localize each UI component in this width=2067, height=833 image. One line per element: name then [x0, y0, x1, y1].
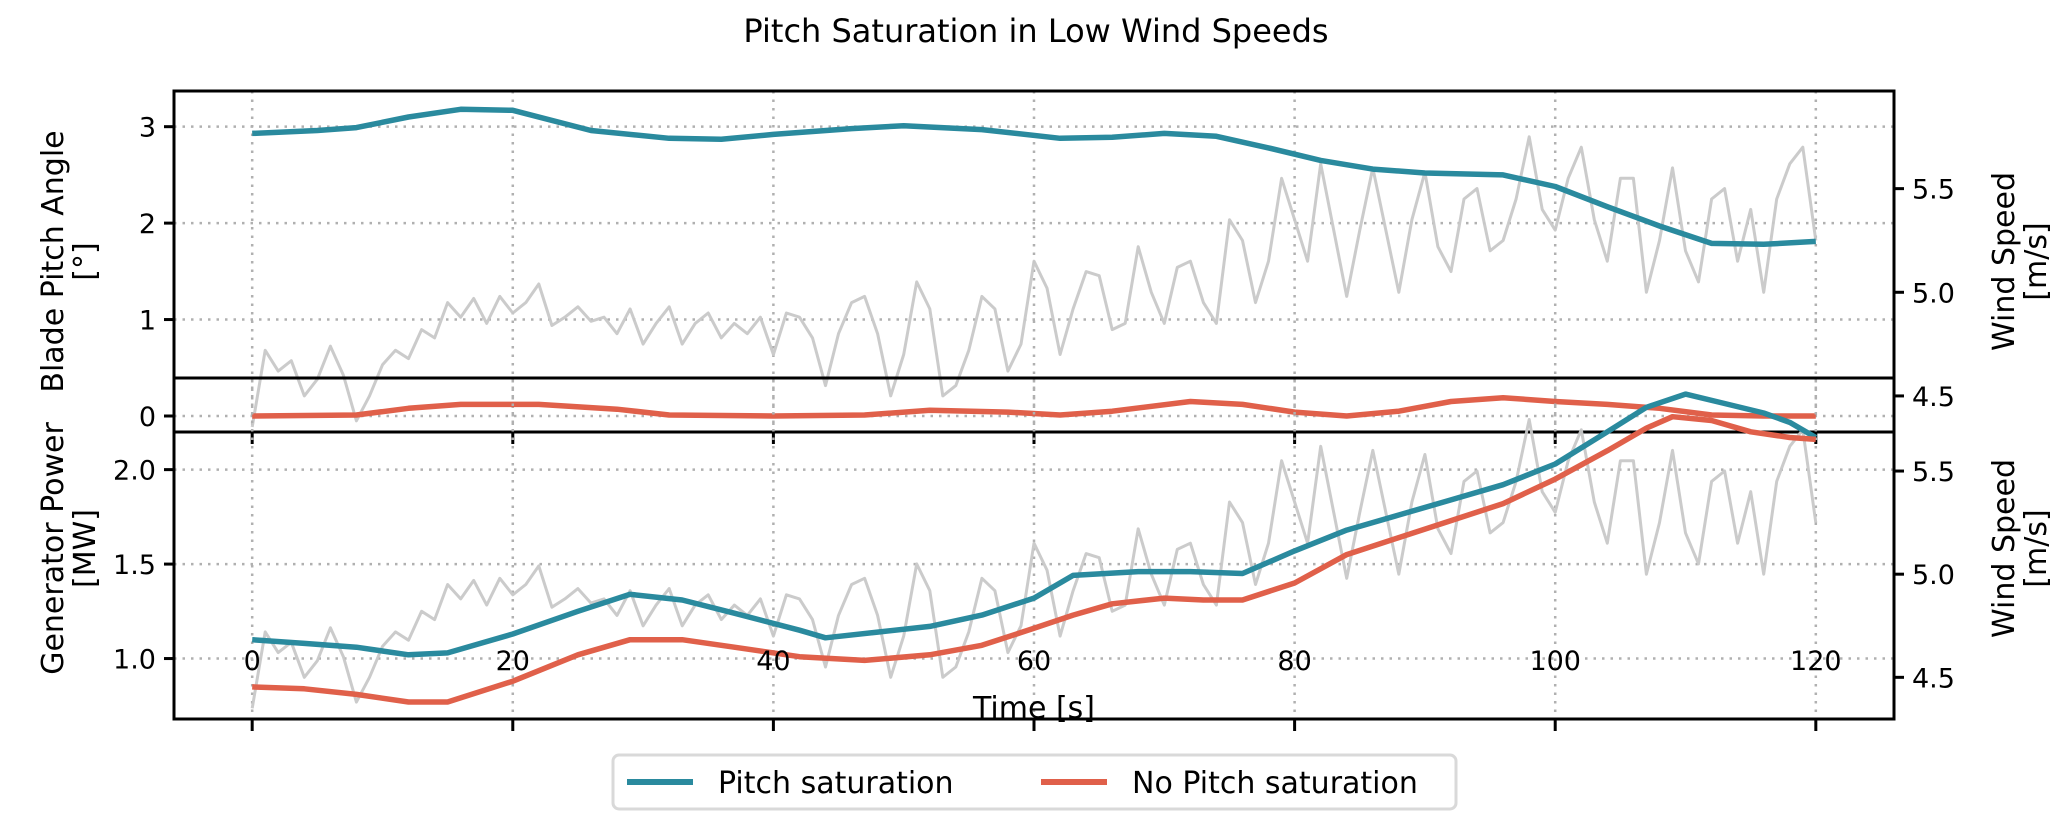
x-tick-label: 20 — [496, 646, 530, 677]
x-tick-label: 120 — [1790, 646, 1842, 677]
x-tick-label: 40 — [756, 646, 790, 677]
panel-pitch-angle: 0 1 2 3 4.5 5.0 5.5 Blade Pitch Angle[°] Wind Sp… — [36, 89, 2054, 444]
y-tick-label: 0 — [139, 402, 156, 433]
x-tick-label: 0 — [244, 646, 261, 677]
y-tick-label: 2.0 — [113, 456, 156, 487]
y2-axis-label-line: [m/s] — [2019, 509, 2054, 587]
x-tick-label: 100 — [1529, 646, 1581, 677]
y2-tick-label: 4.5 — [1912, 663, 1955, 694]
y-tick-label: 1 — [139, 306, 156, 337]
series-line-no-pitch-saturation — [252, 413, 1817, 705]
y-axis-label-line: Generator Power — [36, 422, 71, 675]
y-tick-label: 3 — [139, 113, 156, 144]
y2-tick-label: 5.5 — [1912, 457, 1955, 488]
wind-speed-line — [250, 135, 1818, 428]
y-axis-label-line: [MW] — [68, 509, 103, 588]
series-line-pitch-saturation — [252, 106, 1816, 248]
legend: Pitch saturation No Pitch saturation — [611, 753, 1458, 811]
y2-tick-label: 4.5 — [1912, 382, 1955, 413]
y2-axis-label-line: Wind Speed — [1987, 459, 2022, 638]
x-tick-label: 80 — [1277, 646, 1311, 677]
series-line-pitch-saturation — [252, 391, 1818, 658]
panel-generator-power: 1.0 1.5 2.0 4.5 5.0 5.5 Generator Power[MW] Win… — [36, 376, 2054, 731]
legend-label-no-pitch-saturation: No Pitch saturation — [1132, 766, 1418, 801]
y-axis-label-line: Blade Pitch Angle — [36, 130, 71, 392]
x-axis-ticks: 0 20 40 60 80 100 120 — [244, 646, 1842, 677]
y2-tick-label: 5.0 — [1912, 560, 1955, 591]
chart-title: Pitch Saturation in Low Wind Speeds — [743, 12, 1328, 50]
y-tick-label: 1.0 — [113, 645, 156, 676]
y-axis-label-line: [°] — [68, 242, 103, 280]
legend-frame — [611, 753, 1458, 811]
y-tick-label: 1.5 — [113, 550, 156, 581]
series-line-no-pitch-saturation — [252, 394, 1816, 419]
wind-speed-line — [250, 418, 1818, 709]
x-tick-label: 60 — [1017, 646, 1051, 677]
legend-label-pitch-saturation: Pitch saturation — [718, 766, 954, 801]
y2-tick-label: 5.5 — [1912, 175, 1955, 206]
y-tick-label: 2 — [139, 209, 156, 240]
y2-axis-label-line: Wind Speed — [1987, 172, 2022, 351]
y2-axis-label-line: [m/s] — [2019, 222, 2054, 300]
y2-tick-label: 5.0 — [1912, 278, 1955, 309]
x-axis-label: Time [s] — [972, 691, 1095, 726]
